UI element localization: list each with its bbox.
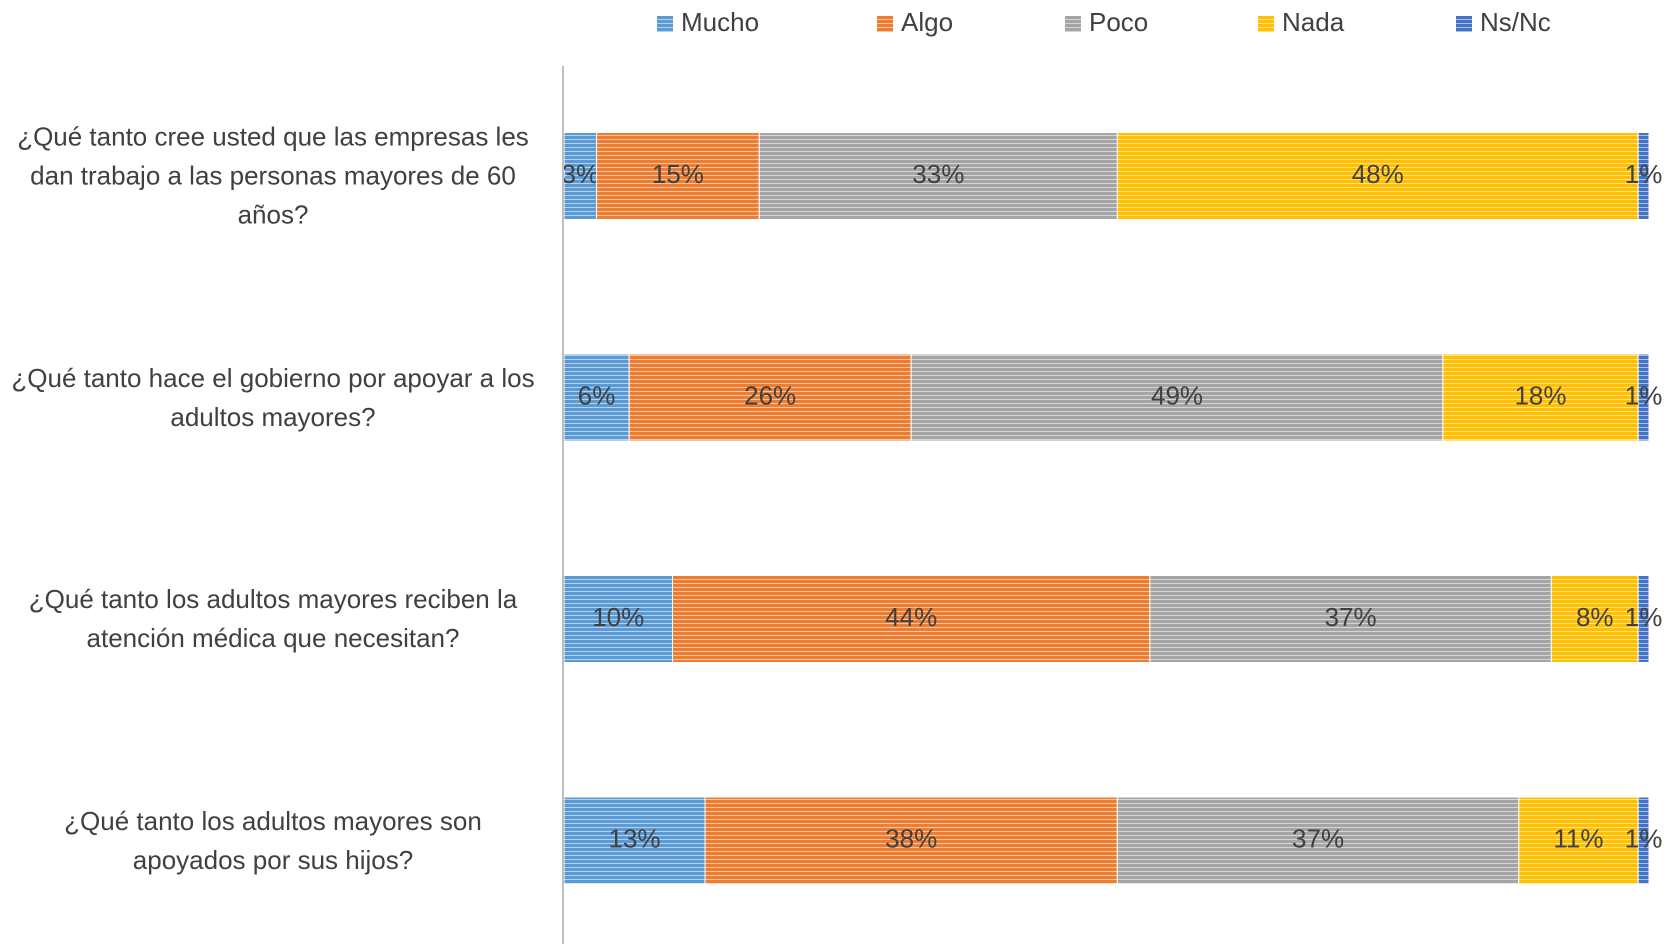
category-label: ¿Qué tanto cree usted que las empresas l… bbox=[17, 121, 529, 230]
value-label: 37% bbox=[1325, 602, 1377, 632]
value-label: 1% bbox=[1625, 159, 1663, 189]
legend-swatch bbox=[657, 16, 673, 32]
value-label: 1% bbox=[1625, 380, 1663, 410]
bar-segment bbox=[1116, 132, 1639, 220]
value-label: 26% bbox=[744, 380, 796, 410]
legend-label: Poco bbox=[1089, 7, 1148, 37]
category-label: ¿Qué tanto hace el gobierno por apoyar a… bbox=[11, 362, 535, 432]
category-label: ¿Qué tanto los adultos mayores reciben l… bbox=[28, 584, 518, 653]
value-label: 8% bbox=[1576, 602, 1614, 632]
value-label: 38% bbox=[885, 823, 937, 853]
bar-segment bbox=[1637, 575, 1650, 663]
bar-segment bbox=[1550, 575, 1639, 663]
value-label: 13% bbox=[609, 823, 661, 853]
value-label: 10% bbox=[592, 602, 644, 632]
value-label: 15% bbox=[652, 159, 704, 189]
bar-segment bbox=[1637, 132, 1650, 220]
value-label: 33% bbox=[912, 159, 964, 189]
value-label: 37% bbox=[1292, 823, 1344, 853]
legend-label: Algo bbox=[901, 7, 953, 37]
bar-segment bbox=[672, 575, 1151, 663]
value-label: 3% bbox=[561, 159, 599, 189]
legend-label: Ns/Nc bbox=[1480, 7, 1551, 37]
value-label: 11% bbox=[1553, 823, 1603, 853]
value-label: 1% bbox=[1625, 823, 1663, 853]
bar-segment bbox=[1637, 796, 1650, 885]
bar-segment bbox=[758, 132, 1118, 220]
legend-swatch bbox=[1258, 16, 1274, 32]
bar-segment bbox=[563, 796, 706, 885]
bar-segment bbox=[1637, 353, 1650, 442]
bar-segment bbox=[1442, 353, 1639, 442]
value-label: 49% bbox=[1151, 380, 1203, 410]
bar-segment bbox=[704, 796, 1118, 885]
legend-swatch bbox=[877, 16, 893, 32]
value-label: 6% bbox=[578, 380, 616, 410]
value-label: 44% bbox=[885, 602, 937, 632]
value-label: 48% bbox=[1352, 159, 1404, 189]
value-label: 18% bbox=[1514, 380, 1566, 410]
legend-label: Mucho bbox=[681, 7, 759, 37]
value-label: 1% bbox=[1625, 602, 1663, 632]
bar-segment bbox=[596, 132, 760, 220]
bar-segment bbox=[910, 353, 1444, 442]
legend-swatch bbox=[1065, 16, 1081, 32]
legend-label: Nada bbox=[1282, 7, 1345, 37]
category-label: ¿Qué tanto los adultos mayores son apoya… bbox=[64, 805, 482, 875]
bar-segment bbox=[563, 132, 598, 220]
bar-segment bbox=[563, 353, 630, 442]
bar-segment bbox=[1518, 796, 1639, 885]
legend-swatch bbox=[1456, 16, 1472, 32]
